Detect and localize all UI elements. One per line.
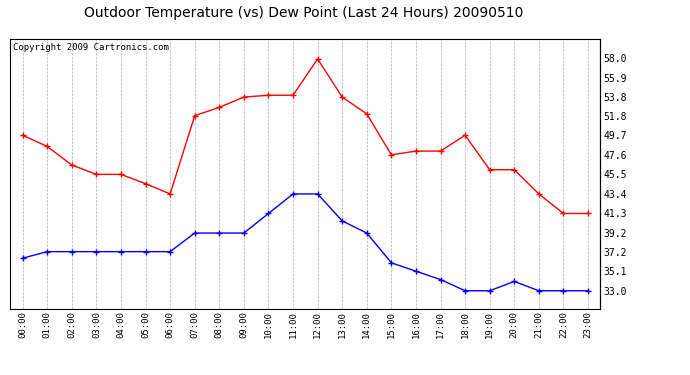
Text: Copyright 2009 Cartronics.com: Copyright 2009 Cartronics.com bbox=[13, 44, 169, 52]
Text: Outdoor Temperature (vs) Dew Point (Last 24 Hours) 20090510: Outdoor Temperature (vs) Dew Point (Last… bbox=[84, 6, 523, 20]
